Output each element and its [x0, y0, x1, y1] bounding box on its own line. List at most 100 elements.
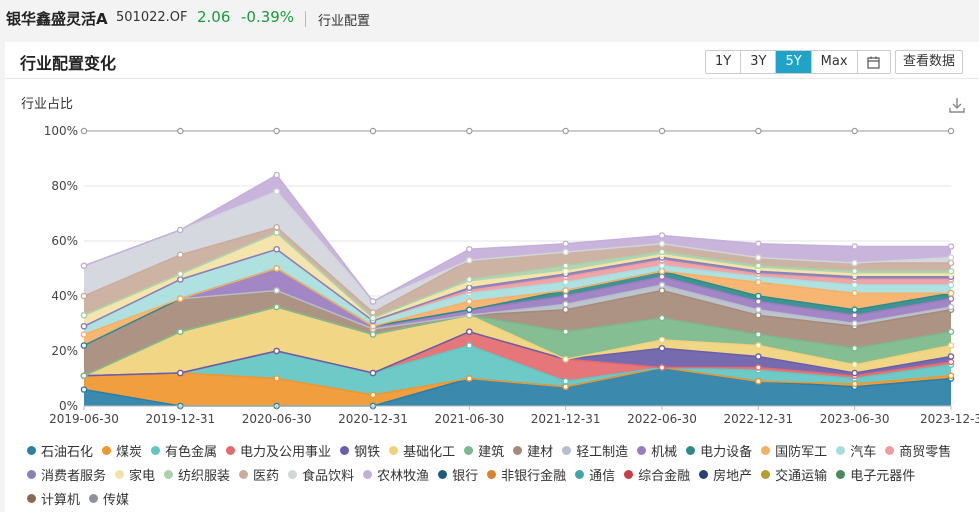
legend-item[interactable]: 电力设备	[686, 440, 752, 460]
legend-item[interactable]: 基础化工	[389, 440, 455, 460]
legend-marker	[686, 445, 696, 455]
fund-price: 2.06	[197, 8, 231, 26]
data-point	[947, 289, 955, 297]
legend-marker	[761, 445, 771, 455]
data-point	[851, 289, 858, 297]
data-point	[369, 369, 377, 377]
area-series-6	[84, 307, 951, 376]
legend-item[interactable]: 综合金融	[624, 464, 690, 484]
legend-marker	[151, 445, 161, 455]
data-point	[755, 353, 762, 360]
legend-label: 食品饮料	[302, 468, 355, 484]
legend-label: 非银行金融	[501, 468, 567, 484]
data-point	[755, 262, 762, 270]
legend-label: 煤炭	[116, 444, 143, 460]
view-data-button[interactable]: 查看数据	[895, 50, 964, 74]
x-tick-label: 2020-06-30	[242, 412, 312, 426]
legend-item[interactable]: 食品饮料	[288, 464, 354, 484]
legend-item[interactable]: 房地产	[699, 464, 752, 484]
legend-marker	[562, 445, 572, 455]
data-point	[755, 240, 762, 248]
industry-allocation-panel: 行业配置变化 1Y 3Y 5Y Max 查看数据 行业占比 0% 20% 40% 60…	[5, 42, 979, 512]
legend-item[interactable]: 纺织服装	[164, 464, 230, 484]
data-point	[177, 276, 184, 283]
legend-item[interactable]: 国防军工	[761, 440, 827, 460]
legend-marker	[885, 445, 895, 455]
x-tick-label: 2020-12-31	[338, 412, 408, 426]
legend-item[interactable]: 家电	[115, 464, 155, 484]
legend-item[interactable]: 有色金属	[151, 440, 217, 460]
y-tick-label: 0%	[59, 399, 78, 413]
data-point	[562, 267, 569, 275]
area-series-0	[84, 367, 951, 406]
data-point	[177, 328, 184, 336]
data-point	[562, 262, 569, 270]
data-point	[466, 311, 473, 319]
range-1y-button[interactable]: 1Y	[706, 51, 742, 73]
data-point	[947, 303, 955, 311]
data-point	[273, 171, 280, 179]
data-point	[851, 267, 858, 275]
data-point	[658, 287, 666, 294]
legend-label: 综合金融	[638, 468, 691, 484]
data-point	[562, 355, 569, 363]
legend-marker	[340, 445, 350, 455]
legend-item[interactable]: 汽车	[836, 440, 876, 460]
area-series-11	[84, 268, 951, 346]
legend-item[interactable]: 通信	[575, 464, 615, 484]
data-point	[466, 328, 473, 336]
legend-item[interactable]: 商贸零售	[885, 440, 951, 460]
data-point	[562, 240, 569, 248]
legend-marker	[464, 445, 474, 455]
legend-item[interactable]: 交通运输	[761, 464, 827, 484]
legend-item[interactable]: 医药	[239, 464, 279, 484]
legend-item[interactable]: 石油石化	[27, 440, 93, 460]
fund-name: 银华鑫盛灵活A	[6, 10, 108, 28]
legend-item[interactable]: 电子元器件	[836, 464, 915, 484]
data-point	[369, 314, 377, 322]
y-tick-label: 20%	[51, 344, 78, 358]
legend-label: 交通运输	[775, 468, 828, 484]
legend-label: 钢铁	[354, 444, 381, 460]
legend-item[interactable]: 煤炭	[102, 440, 142, 460]
legend-marker	[438, 469, 448, 479]
panel-divider	[5, 78, 979, 79]
legend-item[interactable]: 建材	[513, 440, 553, 460]
data-point	[658, 248, 666, 256]
area-series-7	[84, 290, 951, 376]
legend-item[interactable]: 非银行金融	[487, 464, 566, 484]
range-5y-button[interactable]: 5Y	[776, 51, 812, 73]
legend-item[interactable]: 机械	[637, 440, 677, 460]
legend-item[interactable]: 电力及公用事业	[226, 440, 331, 460]
range-3y-button[interactable]: 3Y	[741, 51, 777, 73]
legend-marker	[164, 469, 174, 479]
legend-item[interactable]: 计算机	[27, 488, 80, 508]
data-point	[466, 276, 473, 283]
x-tick-label: 2023-06-30	[820, 412, 890, 426]
data-point	[755, 298, 762, 305]
legend-item[interactable]: 轻工制造	[562, 440, 628, 460]
legend-item[interactable]: 钢铁	[340, 440, 380, 460]
data-point	[562, 292, 569, 300]
legend-item[interactable]: 银行	[438, 464, 478, 484]
data-point	[851, 369, 858, 377]
x-tick-label: 2021-12-31	[531, 412, 601, 426]
data-point	[369, 331, 377, 338]
data-point	[80, 311, 88, 319]
legend-label: 国防军工	[775, 444, 828, 460]
legend-item[interactable]: 农林牧渔	[363, 464, 429, 484]
legend-item[interactable]: 建筑	[464, 440, 504, 460]
series-line-18	[83, 190, 952, 303]
download-icon[interactable]	[948, 96, 966, 114]
legend-item[interactable]: 传媒	[89, 488, 129, 508]
legend-label: 建材	[527, 444, 554, 460]
y-tick-label: 80%	[51, 179, 78, 193]
legend-label: 消费者服务	[41, 468, 107, 484]
data-point	[466, 284, 473, 292]
range-max-button[interactable]: Max	[811, 51, 858, 73]
x-tick-label: 2019-12-31	[145, 412, 215, 426]
data-point	[273, 188, 280, 195]
breadcrumb[interactable]: 行业配置	[318, 14, 371, 29]
legend-item[interactable]: 消费者服务	[27, 464, 106, 484]
calendar-icon[interactable]	[857, 51, 890, 73]
